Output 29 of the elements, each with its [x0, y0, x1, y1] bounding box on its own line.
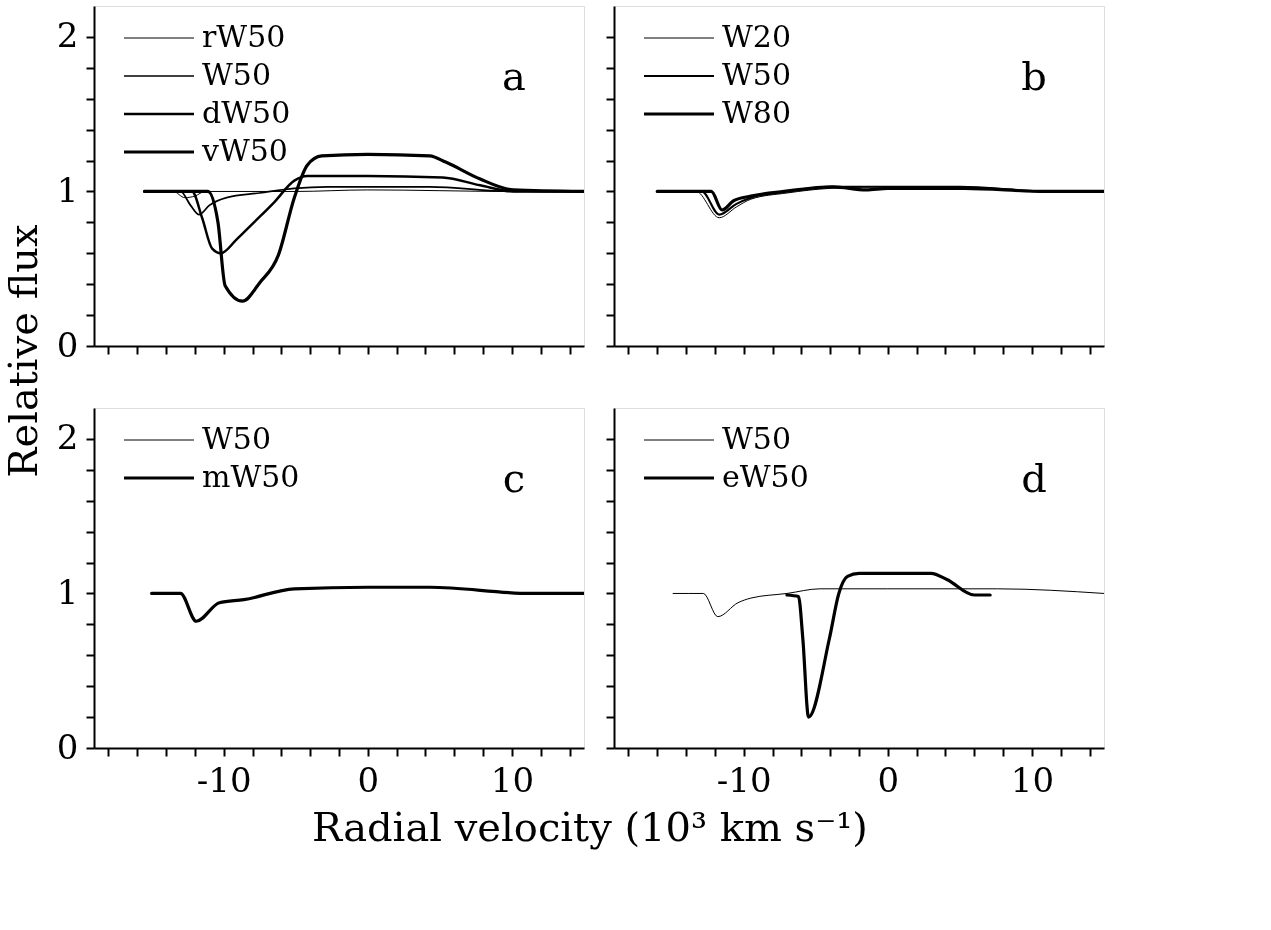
- x-tick-label: 0: [357, 759, 380, 800]
- legend-label: W50: [722, 421, 792, 456]
- legend-label: W50: [722, 57, 792, 92]
- annotation: a: [502, 53, 526, 99]
- y-tick-label: 1: [56, 169, 79, 210]
- x-tick-label: 10: [1010, 759, 1055, 800]
- x-tick-label: -10: [196, 759, 252, 800]
- y-tick-label: 0: [56, 726, 79, 767]
- legend-label: eW50: [722, 459, 809, 494]
- legend-label: W80: [722, 95, 792, 130]
- annotation: c: [502, 455, 526, 501]
- legend-label: dW50: [202, 95, 291, 130]
- y-tick-label: 1: [56, 571, 79, 612]
- y-tick-label: 2: [56, 417, 79, 458]
- annotation: b: [1021, 53, 1047, 99]
- legend-label: W20: [722, 19, 792, 54]
- x-tick-label: 10: [490, 759, 535, 800]
- x-tick-label: -10: [716, 759, 772, 800]
- legend-label: rW50: [202, 19, 286, 54]
- y-tick-label: 2: [56, 15, 79, 56]
- x-tick-label: 0: [877, 759, 900, 800]
- legend-label: vW50: [201, 133, 288, 168]
- legend-label: mW50: [202, 459, 300, 494]
- annotation: d: [1021, 455, 1047, 501]
- y-axis-title: Relative flux: [0, 223, 46, 478]
- x-axis-title: Radial velocity (10³ km s⁻¹): [312, 804, 868, 850]
- legend-label: W50: [202, 421, 272, 456]
- y-tick-label: 0: [56, 324, 79, 365]
- legend-label: W50: [202, 57, 272, 92]
